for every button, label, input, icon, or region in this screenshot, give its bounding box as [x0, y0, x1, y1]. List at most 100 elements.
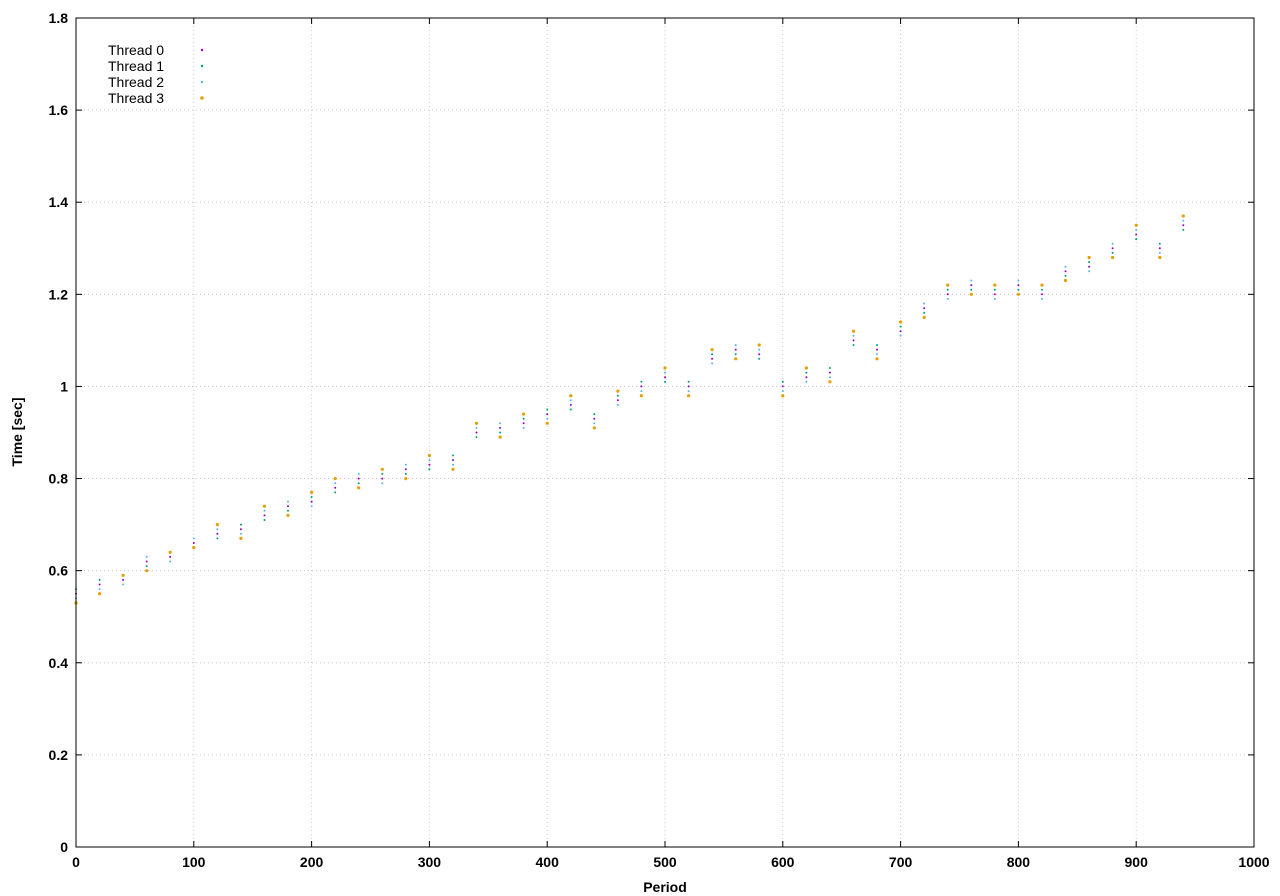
data-point — [216, 532, 219, 535]
data-point — [569, 403, 572, 406]
x-tick-label: 100 — [182, 854, 206, 870]
data-point — [946, 283, 950, 287]
data-point — [569, 399, 572, 402]
data-point — [1016, 292, 1021, 296]
y-tick-label: 1.8 — [49, 10, 69, 26]
data-point — [452, 459, 454, 462]
data-point — [969, 292, 973, 296]
series-0 — [75, 224, 1185, 595]
data-point — [1111, 242, 1114, 245]
data-point — [98, 592, 102, 596]
data-point — [333, 477, 337, 481]
data-point — [310, 505, 313, 508]
data-point — [687, 390, 690, 393]
data-point — [710, 348, 714, 352]
x-tick-label: 900 — [1125, 854, 1149, 870]
data-point — [169, 560, 172, 563]
data-point — [664, 376, 666, 379]
data-point — [1088, 265, 1091, 268]
data-point — [427, 453, 431, 458]
data-point — [1158, 251, 1161, 254]
y-tick-label: 1.2 — [49, 286, 69, 302]
data-point — [145, 560, 148, 563]
data-point — [545, 421, 549, 425]
data-point — [98, 583, 101, 586]
data-point — [970, 279, 973, 282]
data-point — [1063, 278, 1068, 283]
data-point — [993, 293, 996, 296]
data-point — [334, 491, 337, 494]
data-point — [876, 353, 878, 356]
data-point — [451, 467, 455, 471]
x-tick-label: 0 — [72, 854, 80, 870]
data-point — [639, 394, 644, 398]
data-point — [404, 477, 408, 481]
y-tick-label: 1 — [60, 378, 68, 394]
data-point — [428, 468, 431, 471]
data-point — [1111, 255, 1115, 260]
data-point — [593, 417, 596, 420]
data-point — [640, 385, 643, 388]
grid — [76, 18, 1254, 847]
data-point — [474, 421, 479, 425]
data-point — [711, 362, 714, 365]
data-point — [1182, 224, 1185, 227]
data-point — [946, 293, 949, 296]
data-point — [663, 366, 667, 370]
data-point — [263, 514, 266, 517]
data-point — [687, 385, 690, 388]
data-point — [1135, 228, 1138, 231]
y-tick-label: 0.6 — [49, 563, 69, 579]
data-point — [263, 519, 266, 521]
data-point — [899, 330, 902, 333]
data-point — [616, 403, 619, 406]
data-point — [616, 394, 619, 397]
data-point — [852, 344, 855, 346]
x-tick-label: 400 — [536, 854, 560, 870]
data-point — [428, 459, 431, 462]
data-point — [404, 468, 407, 471]
series-3 — [74, 214, 1185, 605]
y-tick-label: 1.4 — [49, 194, 69, 210]
data-point — [781, 394, 785, 398]
data-point — [310, 496, 313, 498]
data-point — [215, 523, 219, 527]
data-point — [781, 380, 784, 383]
data-point — [781, 390, 784, 393]
data-point — [899, 320, 903, 324]
data-point — [1134, 223, 1138, 227]
y-tick-label: 0.2 — [49, 747, 69, 763]
data-point — [168, 550, 172, 554]
data-point — [475, 431, 478, 434]
data-point — [828, 376, 831, 379]
legend-marker — [200, 80, 204, 84]
data-point — [1017, 284, 1020, 287]
data-point — [381, 482, 384, 485]
data-point — [357, 472, 360, 475]
data-point — [757, 343, 761, 347]
data-point — [121, 573, 125, 577]
legend-marker — [200, 96, 204, 100]
data-point — [1111, 247, 1114, 250]
data-point — [804, 366, 809, 370]
data-point — [357, 486, 361, 490]
data-point — [781, 385, 784, 388]
data-point — [828, 371, 831, 374]
data-point — [404, 463, 407, 466]
data-point — [876, 348, 878, 351]
data-point — [122, 578, 125, 581]
data-point — [452, 454, 454, 457]
data-point — [876, 344, 878, 346]
data-point — [1158, 255, 1162, 260]
data-point — [475, 436, 478, 439]
data-point — [169, 555, 172, 558]
data-point — [1064, 270, 1067, 273]
data-points — [74, 214, 1185, 605]
data-point — [334, 482, 337, 485]
data-point — [192, 537, 195, 540]
x-tick-label: 200 — [300, 854, 324, 870]
data-point — [310, 490, 314, 494]
data-point — [1158, 242, 1161, 245]
data-point — [734, 348, 737, 351]
x-axis-title: Period — [643, 879, 687, 895]
